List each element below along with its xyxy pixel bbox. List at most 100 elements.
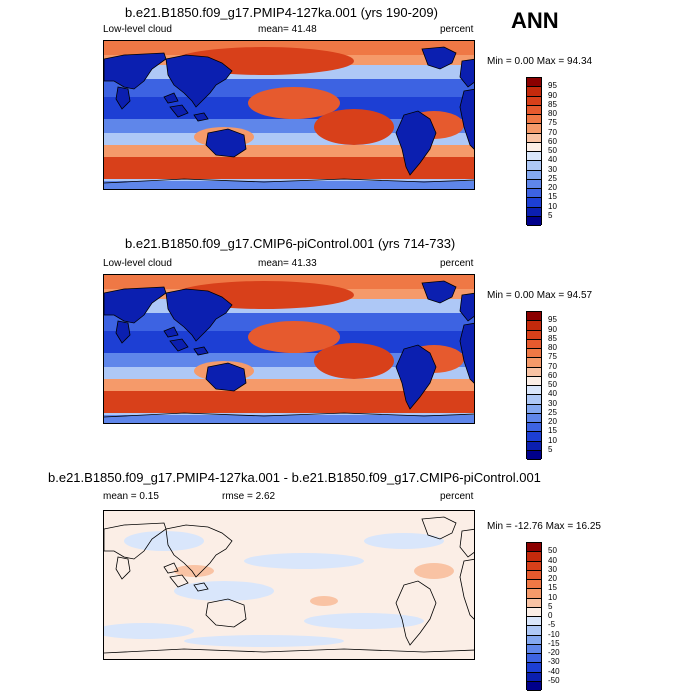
colorbar-swatch xyxy=(527,358,541,368)
panel-3-units: percent xyxy=(440,491,474,502)
colorbar-tick-label: 80 xyxy=(548,343,557,352)
colorbar-swatch xyxy=(527,312,541,322)
colorbar-tick-label: 25 xyxy=(548,407,557,417)
colorbar-swatch xyxy=(527,330,541,340)
colorbar-swatch xyxy=(527,367,541,377)
colorbar-swatch xyxy=(527,142,541,152)
colorbar-tick-label: 15 xyxy=(548,583,557,593)
colorbar-swatch xyxy=(527,179,541,189)
colorbar-swatch xyxy=(527,386,541,396)
panel-1-title: b.e21.B1850.f09_g17.PMIP4-127ka.001 (yrs… xyxy=(125,5,438,20)
colorbar-swatch xyxy=(527,216,541,226)
colorbar-tick-label: 20 xyxy=(548,417,557,426)
colorbar-swatch xyxy=(527,395,541,405)
colorbar-swatch xyxy=(527,87,541,97)
colorbar-swatch xyxy=(527,404,541,414)
colorbar-swatch xyxy=(527,644,541,654)
colorbar-tick-label: -40 xyxy=(548,666,560,676)
colorbar-swatch xyxy=(527,570,541,580)
panel-2-variable: Low-level cloud xyxy=(103,258,172,269)
colorbar-tick-label: 30 xyxy=(548,564,557,574)
colorbar-tick-label: 95 xyxy=(548,315,557,325)
panel-1-map xyxy=(103,40,475,190)
colorbar-tick-label: -50 xyxy=(548,675,560,685)
colorbar-swatch xyxy=(527,543,541,553)
colorbar-swatch xyxy=(527,561,541,571)
colorbar-tick-label: 50 xyxy=(548,146,557,155)
panel-1-mean: mean= 41.48 xyxy=(258,24,317,35)
colorbar-tick-label: 30 xyxy=(548,398,557,408)
colorbar-swatch xyxy=(527,617,541,627)
colorbar-swatch xyxy=(527,321,541,331)
colorbar-tick-label: 40 xyxy=(548,555,557,565)
colorbar-tick-label: 75 xyxy=(548,352,557,362)
colorbar-tick-label: 20 xyxy=(548,574,557,583)
colorbar-swatch xyxy=(527,635,541,645)
colorbar-tick-label: 60 xyxy=(548,136,557,146)
colorbar-swatch xyxy=(527,552,541,562)
panel-1-variable: Low-level cloud xyxy=(103,24,172,35)
colorbar-swatch xyxy=(527,423,541,433)
colorbar-tick-label: 85 xyxy=(548,99,557,109)
colorbar-swatch xyxy=(527,376,541,386)
colorbar-swatch xyxy=(527,607,541,617)
colorbar-swatch xyxy=(527,413,541,423)
panel-1-units: percent xyxy=(440,24,474,35)
season-label: ANN xyxy=(511,8,559,33)
colorbar-tick-label: -5 xyxy=(548,620,556,630)
colorbar-swatch xyxy=(527,198,541,208)
colorbar-tick-label: 80 xyxy=(548,109,557,118)
colorbar-tick-label: 10 xyxy=(548,201,557,211)
colorbar-tick-label: 40 xyxy=(548,389,557,399)
colorbar-tick-label: 20 xyxy=(548,183,557,192)
panel-2-units: percent xyxy=(440,258,474,269)
colorbar-swatch xyxy=(527,654,541,664)
colorbar-tick-label: -30 xyxy=(548,657,560,667)
panel-3-title: b.e21.B1850.f09_g17.PMIP4-127ka.001 - b.… xyxy=(48,470,541,485)
colorbar-swatch xyxy=(527,663,541,673)
panel-2-colorbar xyxy=(526,311,542,460)
colorbar-swatch xyxy=(527,78,541,88)
panel-1-colorbar xyxy=(526,77,542,226)
panel-1-minmax: Min = 0.00 Max = 94.34 xyxy=(487,56,593,67)
colorbar-swatch xyxy=(527,152,541,162)
panel-2-map xyxy=(103,274,475,424)
colorbar-tick-label: 15 xyxy=(548,426,557,436)
colorbar-swatch xyxy=(527,450,541,460)
colorbar-swatch xyxy=(527,115,541,125)
colorbar-tick-label: 5 xyxy=(548,444,553,454)
panel-2-minmax: Min = 0.00 Max = 94.57 xyxy=(487,290,593,301)
colorbar-tick-label: 60 xyxy=(548,370,557,380)
colorbar-swatch xyxy=(527,133,541,143)
colorbar-swatch xyxy=(527,580,541,590)
colorbar-tick-label: 50 xyxy=(548,380,557,389)
colorbar-swatch xyxy=(527,598,541,608)
colorbar-swatch xyxy=(527,339,541,349)
colorbar-tick-label: 30 xyxy=(548,164,557,174)
colorbar-swatch xyxy=(527,161,541,171)
colorbar-swatch xyxy=(527,124,541,134)
colorbar-tick-label: 25 xyxy=(548,173,557,183)
colorbar-tick-label: -10 xyxy=(548,629,560,639)
colorbar-tick-label: 90 xyxy=(548,90,557,100)
colorbar-swatch xyxy=(527,432,541,442)
colorbar-tick-label: 70 xyxy=(548,127,557,137)
colorbar-tick-label: 0 xyxy=(548,611,553,620)
colorbar-tick-label: 50 xyxy=(548,546,557,556)
colorbar-swatch xyxy=(527,441,541,451)
colorbar-swatch xyxy=(527,626,541,636)
colorbar-tick-label: 10 xyxy=(548,435,557,445)
colorbar-swatch xyxy=(527,681,541,691)
colorbar-tick-label: 95 xyxy=(548,81,557,91)
colorbar-swatch xyxy=(527,589,541,599)
colorbar-swatch xyxy=(527,105,541,115)
colorbar-swatch xyxy=(527,349,541,359)
colorbar-swatch xyxy=(527,96,541,106)
colorbar-tick-label: 15 xyxy=(548,192,557,202)
colorbar-tick-label: 70 xyxy=(548,361,557,371)
colorbar-tick-label: 10 xyxy=(548,592,557,602)
colorbar-tick-label: 5 xyxy=(548,601,553,611)
panel-2-mean: mean= 41.33 xyxy=(258,258,317,269)
panel-2-title: b.e21.B1850.f09_g17.CMIP6-piControl.001 … xyxy=(125,236,456,251)
colorbar-tick-label: 5 xyxy=(548,210,553,220)
